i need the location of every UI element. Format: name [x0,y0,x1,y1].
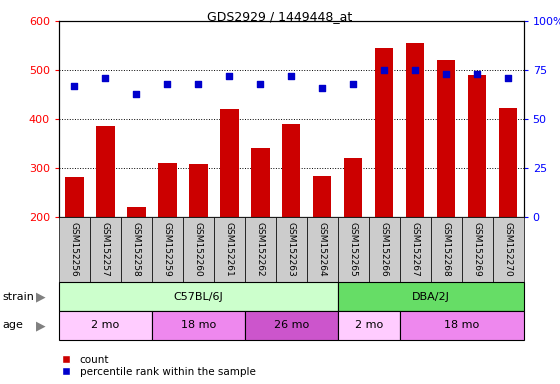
Bar [406,43,424,217]
Bar [313,176,332,217]
Text: GSM152264: GSM152264 [318,222,326,277]
Text: GSM152269: GSM152269 [473,222,482,277]
Point [256,81,265,87]
Bar [220,109,239,217]
Bar [499,108,517,217]
Text: DBA/2J: DBA/2J [412,291,450,302]
Bar [96,126,115,217]
Text: ▶: ▶ [35,319,45,332]
Bar [127,207,146,217]
Text: C57BL/6J: C57BL/6J [174,291,223,302]
Text: ▶: ▶ [35,290,45,303]
Text: 18 mo: 18 mo [444,320,479,331]
Bar [158,162,176,217]
Text: GDS2929 / 1449448_at: GDS2929 / 1449448_at [207,10,353,23]
Text: GSM152266: GSM152266 [380,222,389,277]
Bar [468,75,487,217]
Point [349,81,358,87]
Point [410,67,419,73]
Text: GSM152261: GSM152261 [225,222,234,277]
Text: 2 mo: 2 mo [91,320,119,331]
Bar [437,60,455,217]
Text: GSM152259: GSM152259 [163,222,172,277]
Point [473,71,482,77]
Point [132,91,141,97]
Point [442,71,451,77]
Point [101,75,110,81]
Text: GSM152267: GSM152267 [410,222,419,277]
Text: GSM152263: GSM152263 [287,222,296,277]
Point [70,83,79,89]
Text: strain: strain [3,291,35,302]
Text: GSM152258: GSM152258 [132,222,141,277]
Point [287,73,296,79]
Point [225,73,234,79]
Bar [375,48,394,217]
Text: 18 mo: 18 mo [181,320,216,331]
Text: GSM152265: GSM152265 [349,222,358,277]
Bar [344,158,362,217]
Point [503,75,512,81]
Point [163,81,172,87]
Text: GSM152260: GSM152260 [194,222,203,277]
Point [194,81,203,87]
Bar [251,149,269,217]
Bar [189,164,208,217]
Point [318,84,326,91]
Text: GSM152270: GSM152270 [503,222,512,277]
Text: GSM152256: GSM152256 [70,222,79,277]
Text: GSM152268: GSM152268 [442,222,451,277]
Text: 2 mo: 2 mo [354,320,383,331]
Text: 26 mo: 26 mo [274,320,309,331]
Bar [65,177,83,217]
Legend: count, percentile rank within the sample: count, percentile rank within the sample [55,355,255,377]
Bar [282,124,301,217]
Text: GSM152262: GSM152262 [256,222,265,277]
Text: GSM152257: GSM152257 [101,222,110,277]
Point [380,67,389,73]
Text: age: age [3,320,24,331]
